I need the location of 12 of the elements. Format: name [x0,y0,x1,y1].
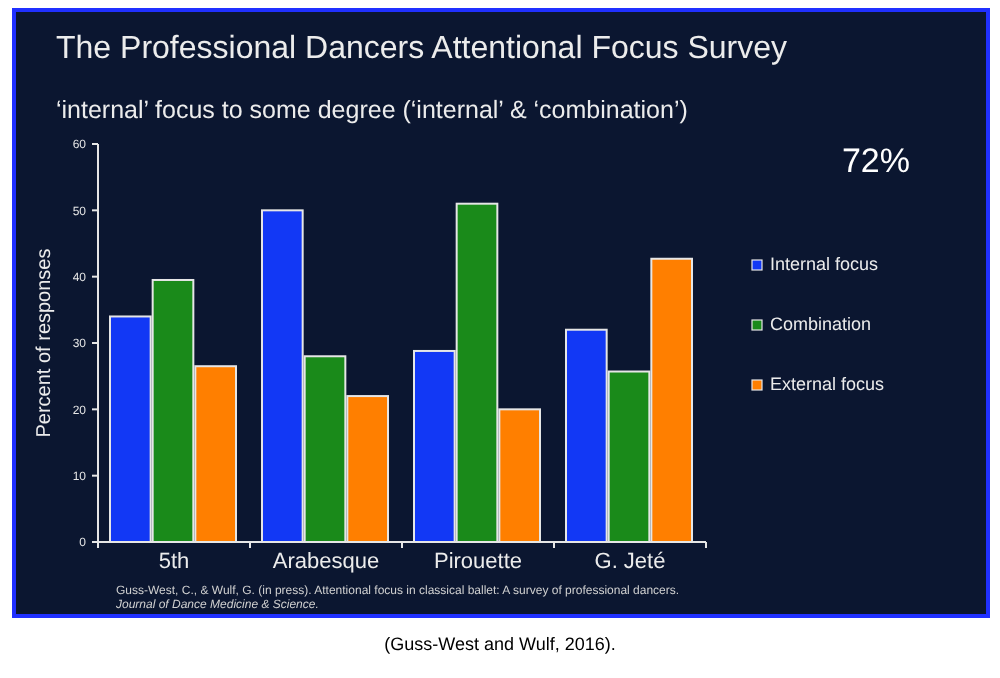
legend-label: Combination [770,314,872,334]
x-tick-label: Arabesque [272,550,380,574]
legend-label: Internal focus [770,254,880,274]
y-axis-title: Percent of responses [34,248,56,438]
legend-label: External focus [770,374,886,394]
chart-title: The Professional Dancers Attentional Focus Survey [56,32,788,66]
x-tick-label: Pirouette [433,550,523,574]
x-tick-label: G. Jeté [594,550,666,574]
text: (Guss-West and Wulf, 2016). [384,634,616,654]
x-tick-label: 5th [158,550,190,574]
text: 72% [841,142,910,180]
chart-subtitle: ‘internal’ focus to some degree (‘internal’ & ‘combination’) [56,96,688,124]
